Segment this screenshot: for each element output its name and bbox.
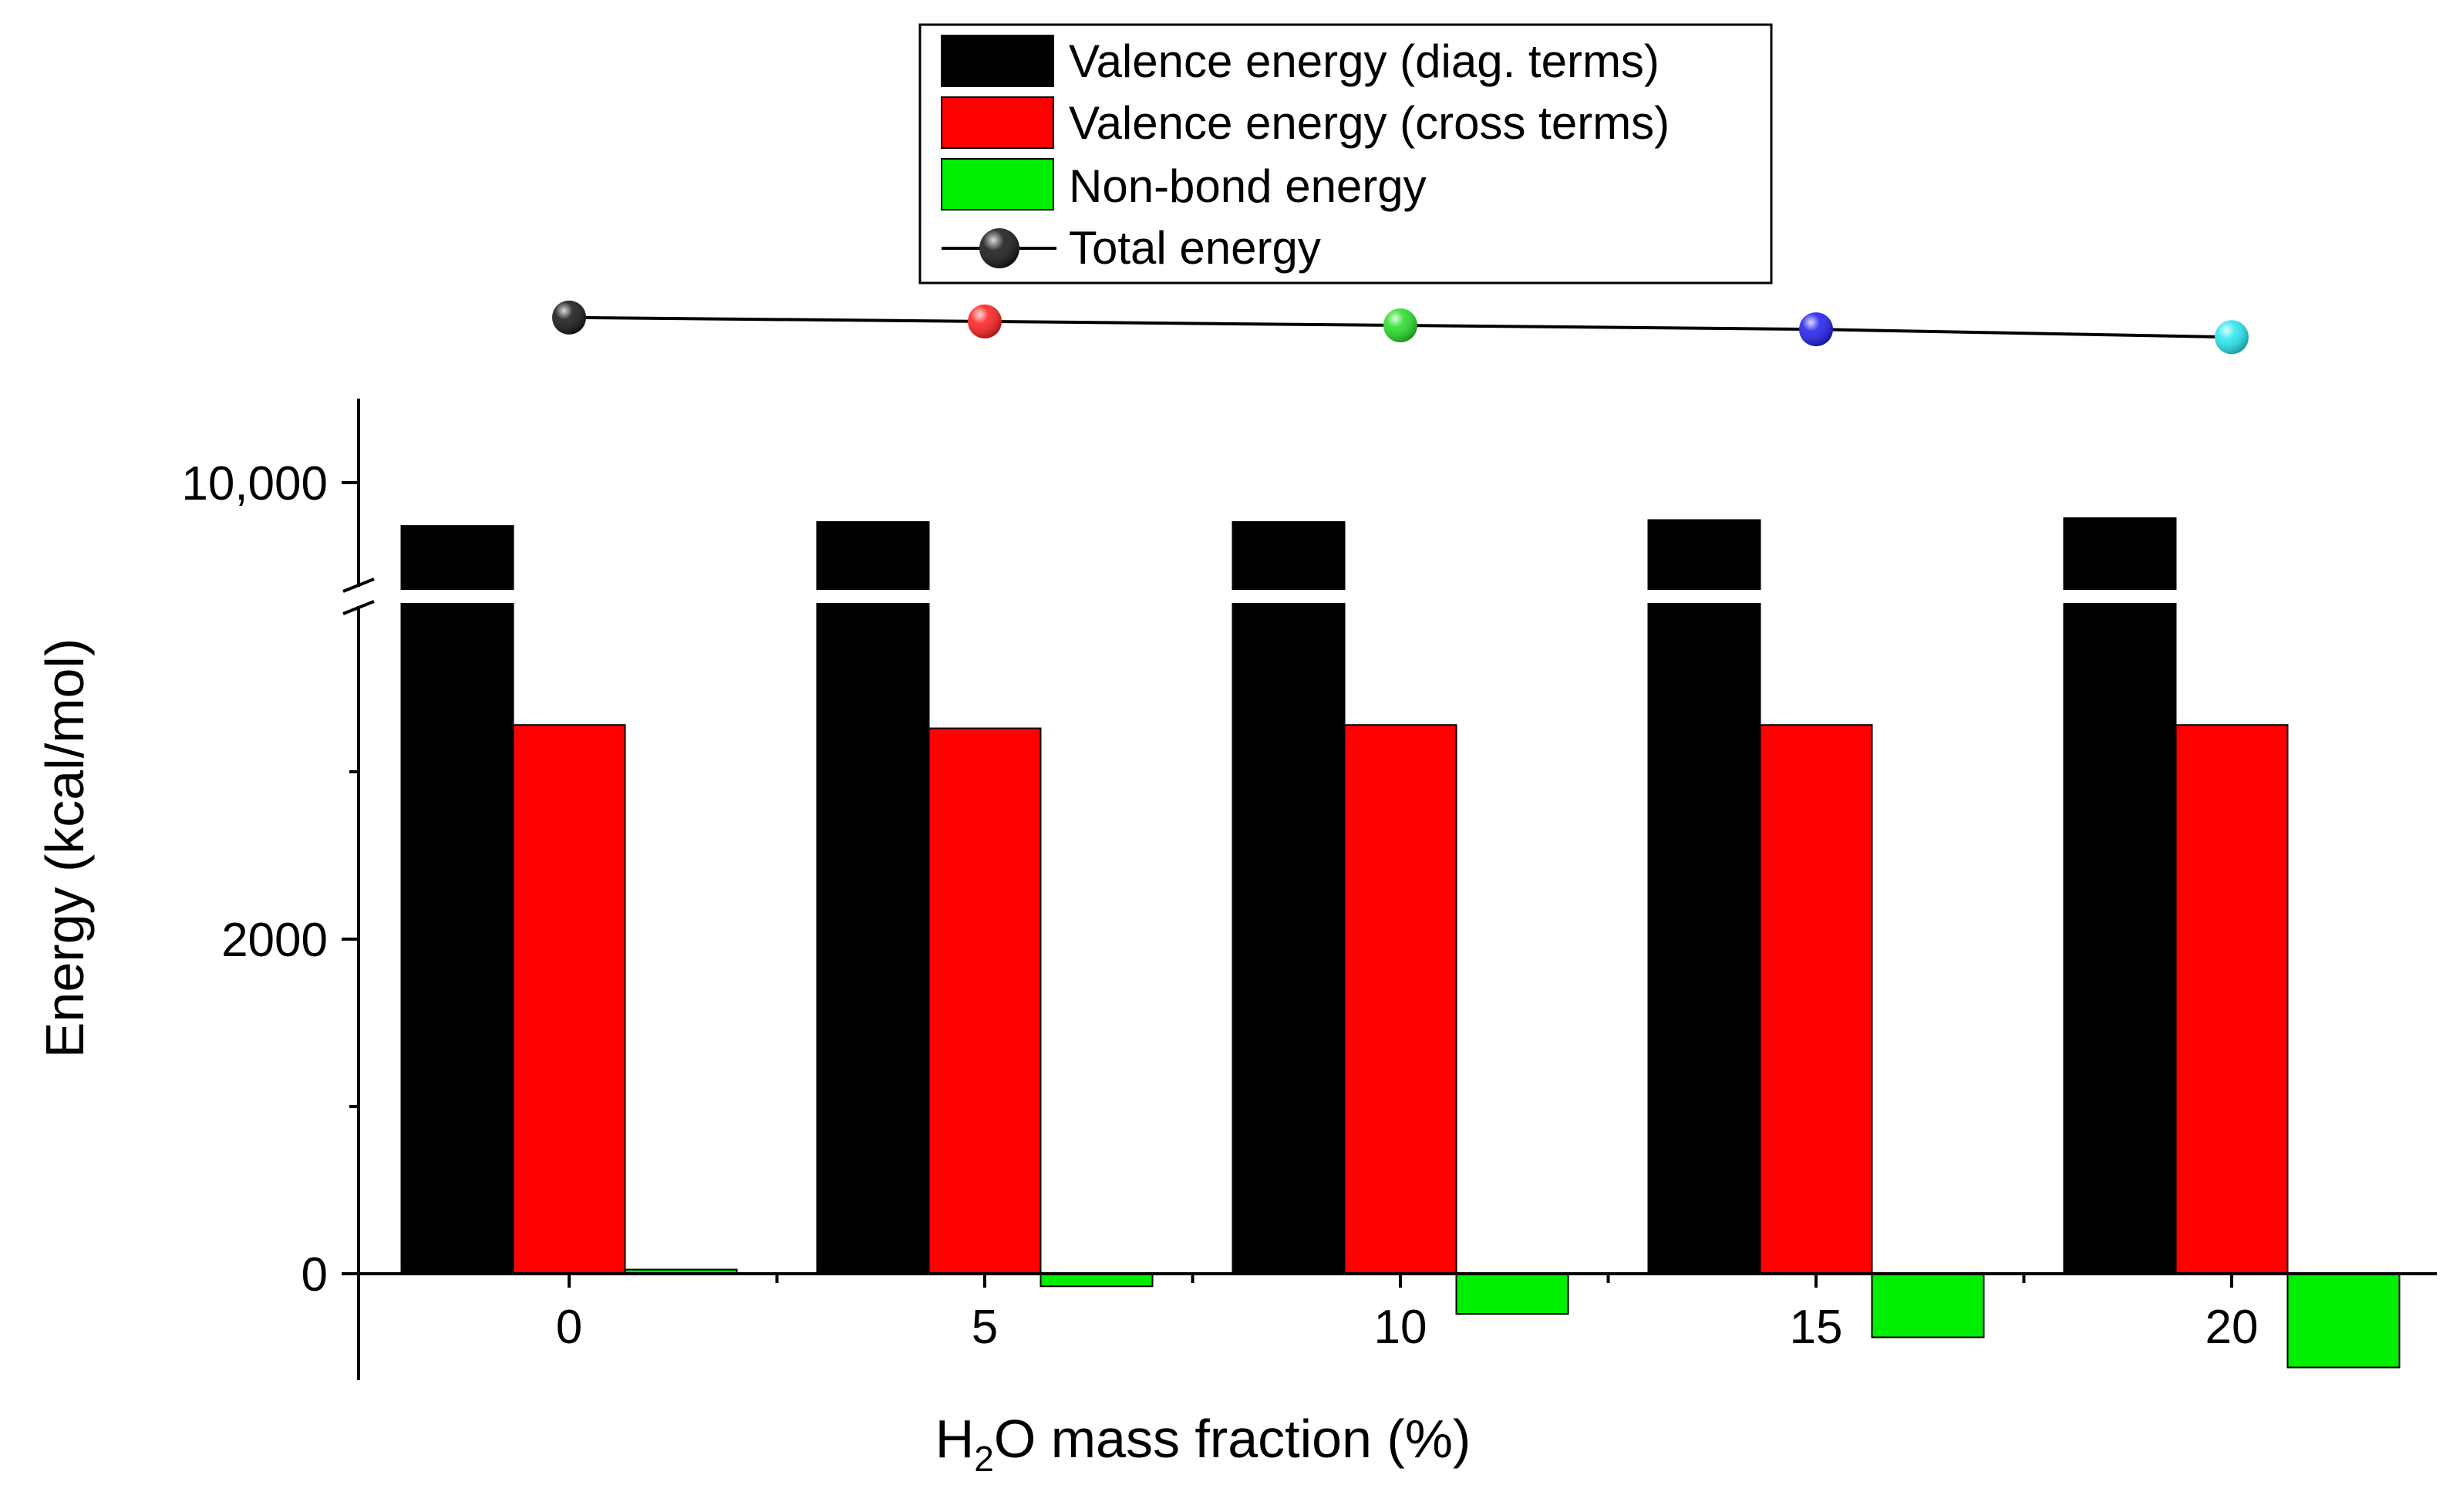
bar-diag-terms <box>816 521 930 1275</box>
bar-cross-terms <box>1759 724 1873 1275</box>
x-tick-label: 5 <box>972 1301 998 1354</box>
x-tick-label: 10 <box>1374 1301 1427 1354</box>
bar-diag-terms <box>1647 519 1761 1275</box>
bar-cross-terms <box>2175 724 2289 1275</box>
bar-diag-terms <box>400 525 514 1275</box>
x-axis-title-subscript: 2 <box>974 1439 994 1479</box>
total-energy-marker-shine <box>1799 312 1833 347</box>
x-axis-title: H2O mass fraction (%) <box>935 1409 1471 1479</box>
x-tick-label: 15 <box>1790 1301 1843 1354</box>
bar-cross-terms <box>512 724 626 1275</box>
legend-marker-total-shine <box>979 228 1019 268</box>
axis-break-mark <box>342 600 375 615</box>
bar-nonbond <box>2286 1273 2401 1369</box>
y-tick-label: 10,000 <box>181 457 328 510</box>
bar-cross-terms <box>1343 724 1457 1275</box>
legend-label-nonbond: Non-bond energy <box>1069 160 1427 212</box>
bar-diag-terms <box>2063 517 2177 1275</box>
total-energy-marker-shine <box>552 300 586 335</box>
x-tick-label: 20 <box>2205 1301 2259 1354</box>
legend: Valence energy (diag. terms) Valence ene… <box>918 23 1773 285</box>
x-tick-label: 0 <box>556 1301 582 1354</box>
axis-break-gap <box>1229 590 1348 603</box>
total-energy-marker-shine <box>1383 308 1417 342</box>
legend-swatch-cross <box>941 96 1054 149</box>
bar-nonbond <box>1039 1273 1154 1288</box>
total-energy-marker-shine <box>2215 320 2249 355</box>
legend-label-cross: Valence energy (cross terms) <box>1069 97 1670 149</box>
x-axis-title-part-2: O mass fraction (%) <box>994 1409 1471 1469</box>
bar-nonbond <box>1455 1273 1569 1315</box>
bar-diag-terms <box>1232 521 1346 1275</box>
axis-break-gap <box>1645 590 1764 603</box>
bar-cross-terms <box>928 727 1042 1275</box>
axis-break-gap <box>2060 590 2179 603</box>
legend-swatch-diag <box>941 35 1054 87</box>
y-tick-label: 0 <box>302 1248 328 1302</box>
legend-box <box>918 23 1773 285</box>
y-axis-title: Energy (kcal/mol) <box>35 638 95 1059</box>
x-axis-title-part-1: H <box>935 1409 975 1469</box>
legend-label-total: Total energy <box>1069 222 1321 274</box>
bar-nonbond <box>1871 1273 1985 1339</box>
legend-swatch-nonbond <box>941 158 1054 210</box>
axis-break-gap <box>398 590 517 603</box>
plot-area: 0 2000 10,000 0 5 10 15 20 <box>181 300 2437 1380</box>
legend-label-diag: Valence energy (diag. terms) <box>1069 35 1659 87</box>
y-tick-label: 2000 <box>221 914 328 967</box>
axis-break-gap <box>814 590 932 603</box>
axis-break-mark <box>342 578 375 593</box>
total-energy-marker-shine <box>968 304 1002 338</box>
